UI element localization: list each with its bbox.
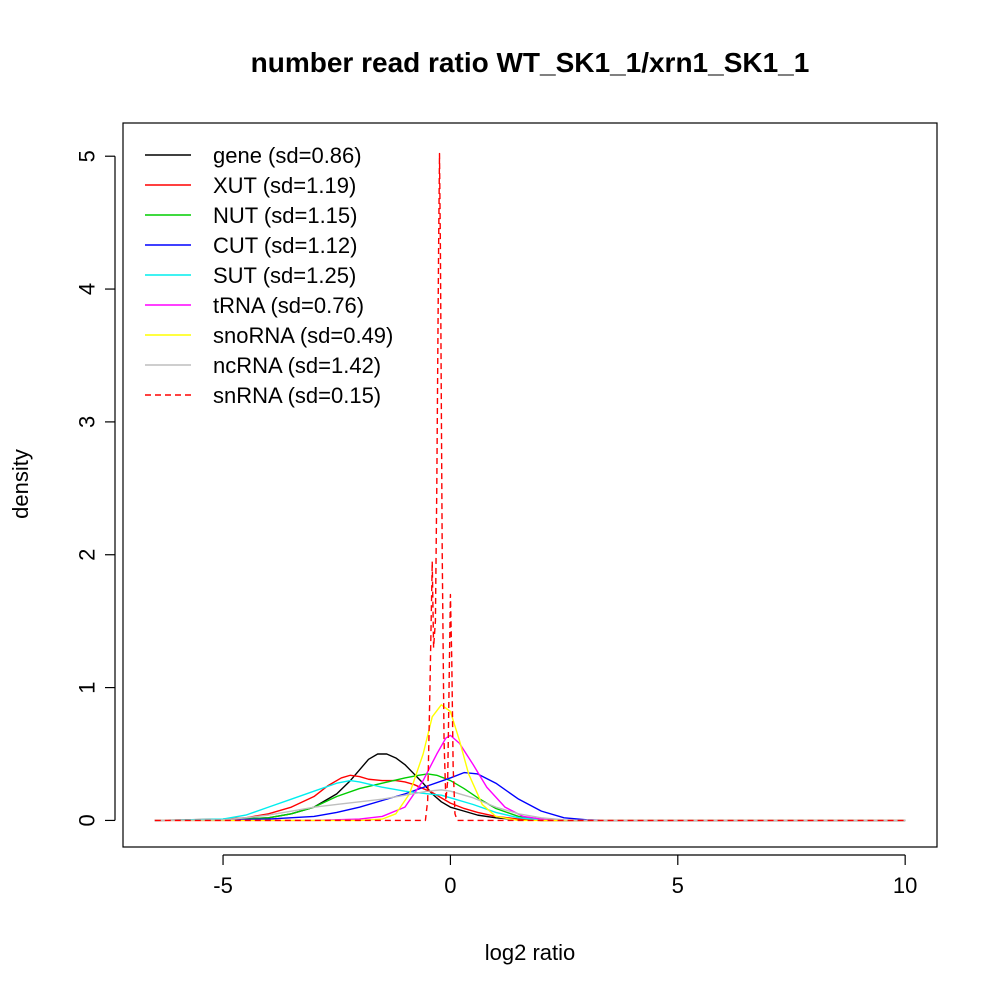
- legend-label: tRNA (sd=0.76): [213, 293, 364, 318]
- plot-frame: [122, 122, 938, 848]
- legend-label: ncRNA (sd=1.42): [213, 353, 381, 378]
- chart-title: number read ratio WT_SK1_1/xrn1_SK1_1: [251, 47, 810, 78]
- series-line-5: [154, 734, 906, 822]
- x-axis-label: log2 ratio: [485, 940, 576, 965]
- series-line-4: [154, 779, 906, 822]
- y-tick-label: 5: [75, 150, 100, 162]
- legend-label: gene (sd=0.86): [213, 143, 362, 168]
- x-tick-label: 5: [672, 873, 684, 898]
- y-tick-label: 3: [75, 416, 100, 428]
- x-tick-label: 10: [893, 873, 917, 898]
- series-line-7: [154, 789, 906, 822]
- series-line-6: [154, 704, 906, 822]
- y-tick-label: 2: [75, 549, 100, 561]
- axes-layer: -5 0 5 10 0 1 2 3 4 5: [75, 122, 938, 898]
- legend-label: snoRNA (sd=0.49): [213, 323, 393, 348]
- series-line-0: [154, 753, 906, 822]
- x-tick-label: 0: [444, 873, 456, 898]
- legend-label: SUT (sd=1.25): [213, 263, 356, 288]
- legend-label: NUT (sd=1.15): [213, 203, 357, 228]
- legend-label: XUT (sd=1.19): [213, 173, 356, 198]
- y-axis-label: density: [8, 449, 33, 519]
- x-tick-label: -5: [213, 873, 233, 898]
- legend: gene (sd=0.86) XUT (sd=1.19) NUT (sd=1.15)…: [145, 143, 393, 408]
- series-layer: [154, 152, 906, 822]
- series-line-3: [154, 771, 906, 822]
- series-line-8: [154, 152, 906, 822]
- y-tick-label: 1: [75, 681, 100, 693]
- series-line-1: [154, 774, 906, 822]
- series-line-2: [154, 773, 906, 822]
- y-tick-label: 4: [75, 283, 100, 295]
- legend-label: snRNA (sd=0.15): [213, 383, 381, 408]
- legend-label: CUT (sd=1.12): [213, 233, 357, 258]
- y-tick-label: 0: [75, 814, 100, 826]
